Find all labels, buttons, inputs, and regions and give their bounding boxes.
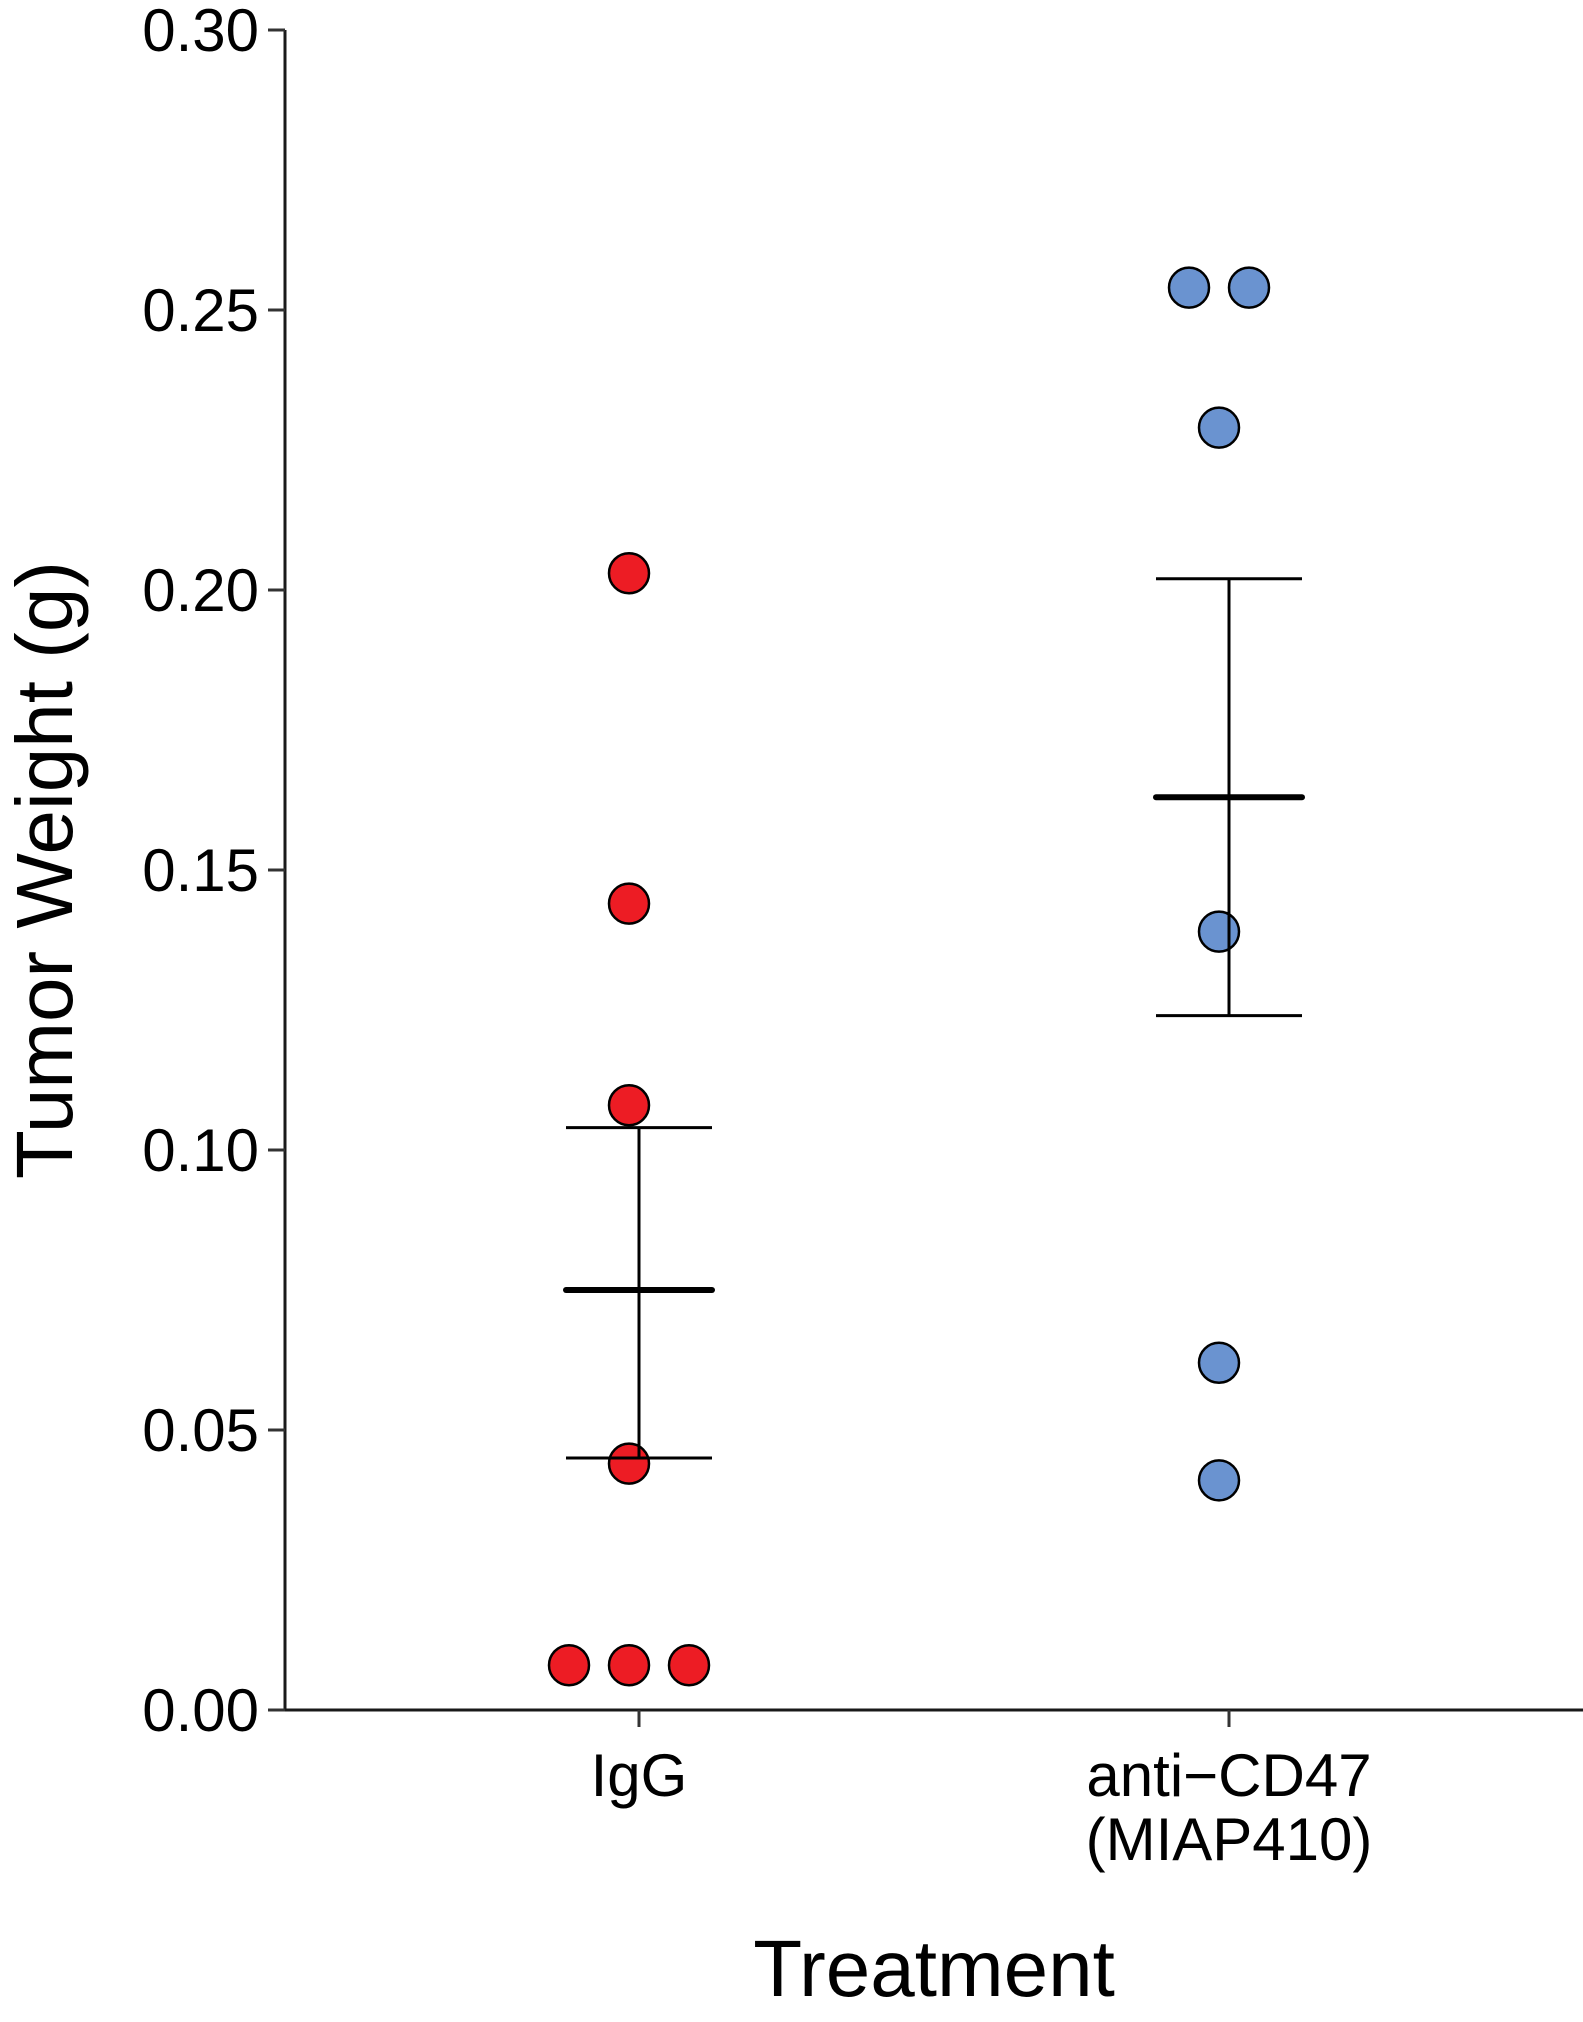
- x-tick-label: anti−CD47: [1086, 1742, 1371, 1809]
- y-tick-label: 0.15: [142, 837, 259, 904]
- data-point: [547, 1643, 591, 1687]
- data-point: [1197, 1341, 1241, 1385]
- y-tick-label: 0.10: [142, 1117, 259, 1184]
- data-points: [547, 266, 1271, 1687]
- data-point: [1197, 406, 1241, 449]
- y-tick-label: 0.20: [142, 557, 259, 624]
- x-axis-title: Treatment: [753, 1924, 1115, 2013]
- error-bars: [563, 577, 1305, 1460]
- data-point: [607, 1083, 651, 1127]
- y-tick-label: 0.00: [142, 1677, 259, 1744]
- data-point: [607, 551, 651, 595]
- x-tick-label: IgG: [591, 1742, 688, 1809]
- data-point: [607, 1643, 651, 1687]
- axes: [268, 28, 1583, 1727]
- y-tick-label: 0.05: [142, 1397, 259, 1464]
- y-tick-label: 0.25: [142, 277, 259, 344]
- data-point: [667, 1643, 711, 1687]
- data-point: [1167, 266, 1211, 309]
- data-point: [1227, 266, 1271, 309]
- data-point: [607, 1442, 651, 1485]
- x-tick-label: (MIAP410): [1086, 1806, 1373, 1873]
- data-point: [1197, 910, 1241, 953]
- data-point: [1197, 1459, 1241, 1502]
- tick-labels: 0.00 0.05 0.10 0.15 0.20 0.25 0.30 IgG anti−CD47…: [142, 0, 1372, 1873]
- y-tick-label: 0.30: [142, 0, 259, 64]
- y-axis-title: Tumor Weight (g): [0, 561, 89, 1179]
- data-point: [607, 882, 651, 925]
